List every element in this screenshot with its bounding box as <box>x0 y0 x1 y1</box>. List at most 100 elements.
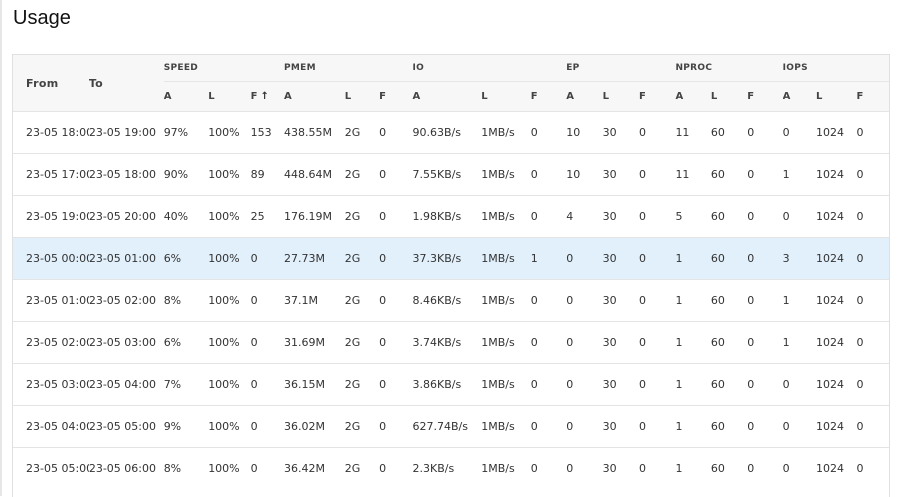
cell-from: 23-05 19:00 <box>13 195 89 238</box>
column-header-io-f[interactable]: F <box>530 81 567 112</box>
cell-io-l: 1MB/s <box>481 405 531 448</box>
column-header-nproc-l[interactable]: L <box>710 81 748 112</box>
table-row[interactable]: 23-05 18:00 23-05 19:00 97% 100% 153 438.55M 2… <box>13 111 889 154</box>
cell-nproc-a: 1 <box>675 237 711 280</box>
column-header-speed-a[interactable]: A <box>163 81 209 112</box>
cell-nproc-a: 1 <box>675 321 711 364</box>
group-header-iops: IOPS <box>782 55 889 82</box>
cell-to: 23-05 01:00 <box>88 237 164 280</box>
cell-speed-l: 100% <box>208 447 251 490</box>
cell-nproc-a: 1 <box>675 279 711 322</box>
table-row[interactable]: 23-05 01:00 23-05 02:00 8% 100% 0 37.1M 2G 0 8.4… <box>13 279 889 322</box>
cell-nproc-a: 11 <box>675 153 711 196</box>
table-row[interactable]: 23-05 00:00 23-05 01:00 6% 100% 0 27.73M 2G 0 37… <box>13 237 889 280</box>
cell-speed-f: 89 <box>250 153 285 196</box>
cell-iops-l: 1024 <box>816 111 857 154</box>
cell-iops-f: 0 <box>856 195 889 238</box>
cell-nproc-a: 5 <box>675 195 711 238</box>
cell-io-f: 0 <box>530 195 567 238</box>
column-header-pmem-f[interactable]: F <box>379 81 413 112</box>
column-header-iops-f[interactable]: F <box>856 81 889 112</box>
cell-io-f: 0 <box>530 153 567 196</box>
cell-nproc-f: 0 <box>747 447 783 490</box>
cell-nproc-a: 1 <box>675 405 711 448</box>
cell-speed-f: 0 <box>250 405 285 448</box>
cell-speed-a: 9% <box>163 405 209 448</box>
cell-speed-a: 6% <box>163 237 209 280</box>
cell-ep-a: 0 <box>566 447 603 490</box>
cell-to: 23-05 04:00 <box>88 363 164 406</box>
cell-pmem-a: 31.69M <box>284 321 345 364</box>
cell-ep-l: 30 <box>602 195 640 238</box>
cell-to: 23-05 19:00 <box>88 111 164 154</box>
cell-io-a: 1.98KB/s <box>412 195 482 238</box>
cell-pmem-l: 2G <box>344 237 380 280</box>
cell-iops-a: 0 <box>782 447 817 490</box>
cell-nproc-l: 60 <box>710 279 748 322</box>
cell-speed-f: 0 <box>250 447 285 490</box>
cell-from: 23-05 01:00 <box>13 279 89 322</box>
column-header-speed-l[interactable]: L <box>208 81 251 112</box>
cell-speed-l: 100% <box>208 195 251 238</box>
table-row[interactable]: 23-05 03:00 23-05 04:00 7% 100% 0 36.15M 2G 0 3.… <box>13 363 889 406</box>
cell-speed-f: 0 <box>250 237 285 280</box>
cell-pmem-f: 0 <box>379 237 413 280</box>
cell-nproc-l: 60 <box>710 321 748 364</box>
cell-iops-a: 1 <box>782 279 817 322</box>
cell-iops-l: 1024 <box>816 321 857 364</box>
cell-to: 23-05 02:00 <box>88 279 164 322</box>
cell-to: 23-05 06:00 <box>88 447 164 490</box>
column-header-ep-a[interactable]: A <box>566 81 603 112</box>
cell-from: 23-05 02:00 <box>13 321 89 364</box>
group-header-pmem: PMEM <box>284 55 413 82</box>
cell-io-a: 90.63B/s <box>412 111 482 154</box>
cell-iops-a: 1 <box>782 321 817 364</box>
cell-nproc-f: 0 <box>747 195 783 238</box>
cell-pmem-f: 0 <box>379 405 413 448</box>
cell-io-f: 0 <box>530 321 567 364</box>
column-header-pmem-l[interactable]: L <box>344 81 380 112</box>
cell-iops-f: 0 <box>856 405 889 448</box>
cell-iops-f: 0 <box>856 111 889 154</box>
column-header-pmem-a[interactable]: A <box>284 81 345 112</box>
column-header-ep-f[interactable]: F <box>639 81 676 112</box>
cell-ep-l: 30 <box>602 321 640 364</box>
cell-pmem-a: 36.15M <box>284 363 345 406</box>
cell-from: 23-05 03:00 <box>13 363 89 406</box>
cell-iops-l: 1024 <box>816 363 857 406</box>
column-header-iops-l[interactable]: L <box>816 81 857 112</box>
cell-iops-l: 1024 <box>816 405 857 448</box>
cell-pmem-f: 0 <box>379 447 413 490</box>
sort-ascending-icon: ↑ <box>260 91 269 102</box>
cell-ep-l: 30 <box>602 363 640 406</box>
cell-pmem-f: 0 <box>379 279 413 322</box>
cell-nproc-l: 60 <box>710 447 748 490</box>
table-row[interactable]: 23-05 17:00 23-05 18:00 90% 100% 89 448.64M 2G… <box>13 153 889 196</box>
cell-speed-a: 8% <box>163 447 209 490</box>
column-header-from[interactable]: From <box>13 55 89 112</box>
table-row[interactable]: 23-05 02:00 23-05 03:00 6% 100% 0 31.69M 2G 0 3.… <box>13 321 889 364</box>
column-header-io-l[interactable]: L <box>481 81 531 112</box>
column-header-iops-a[interactable]: A <box>782 81 817 112</box>
table-row[interactable]: 23-05 05:00 23-05 06:00 8% 100% 0 36.42M 2G 0 2.… <box>13 447 889 490</box>
column-header-to[interactable]: To <box>88 55 164 112</box>
table-row[interactable]: 23-05 04:00 23-05 05:00 9% 100% 0 36.02M 2G 0 62… <box>13 405 889 448</box>
cell-pmem-a: 36.42M <box>284 447 345 490</box>
cell-pmem-a: 37.1M <box>284 279 345 322</box>
table-row[interactable]: 23-05 19:00 23-05 20:00 40% 100% 25 176.19M 2G… <box>13 195 889 238</box>
cell-nproc-f: 0 <box>747 363 783 406</box>
cell-io-l: 1MB/s <box>481 237 531 280</box>
column-header-nproc-f[interactable]: F <box>747 81 783 112</box>
cell-pmem-f: 0 <box>379 321 413 364</box>
cell-pmem-f: 0 <box>379 153 413 196</box>
cell-iops-f: 0 <box>856 237 889 280</box>
usage-table-container[interactable]: From To SPEED PMEM IO EP NPROC IOPS A L … <box>12 54 890 497</box>
cell-iops-l: 1024 <box>816 153 857 196</box>
cell-iops-a: 0 <box>782 111 817 154</box>
cell-ep-f: 0 <box>639 195 676 238</box>
column-header-nproc-a[interactable]: A <box>675 81 711 112</box>
column-header-ep-l[interactable]: L <box>602 81 640 112</box>
column-header-speed-f[interactable]: F ↑ <box>250 81 285 112</box>
column-header-io-a[interactable]: A <box>412 81 482 112</box>
cell-io-f: 0 <box>530 111 567 154</box>
